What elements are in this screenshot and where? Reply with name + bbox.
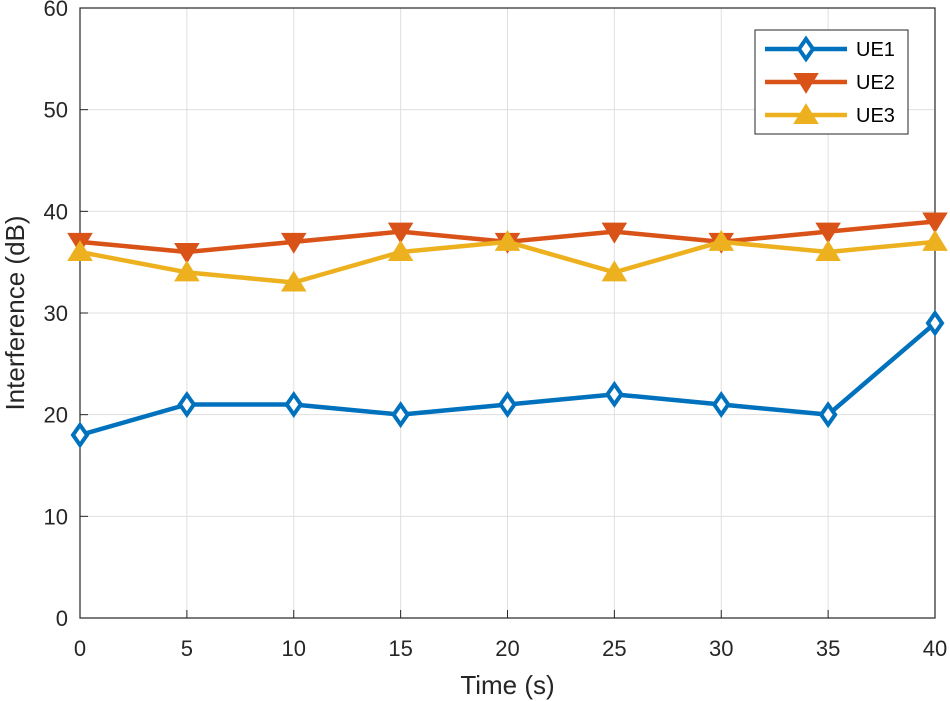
x-tick-label: 20 (495, 636, 519, 661)
y-tick-label: 0 (56, 606, 68, 631)
series-group (67, 212, 948, 449)
data-point-ue3 (280, 270, 307, 292)
y-tick-label: 50 (44, 98, 68, 123)
x-axis-title: Time (s) (460, 670, 554, 700)
data-point-ue1 (70, 421, 90, 449)
x-tick-label: 0 (74, 636, 86, 661)
data-point-ue2 (280, 232, 307, 254)
x-tick-label: 5 (181, 636, 193, 661)
x-tick-label: 15 (388, 636, 412, 661)
y-tick-label: 20 (44, 403, 68, 428)
legend-marker-ue1 (796, 35, 816, 63)
x-tick-label: 35 (816, 636, 840, 661)
legend-marker-ue2 (793, 73, 819, 94)
data-point-ue3 (601, 260, 628, 282)
data-point-ue1 (925, 309, 945, 337)
legend-label-ue2: UE2 (856, 72, 895, 94)
data-point-ue3 (387, 240, 414, 261)
x-tick-label: 10 (282, 636, 306, 661)
y-tick-label: 40 (44, 199, 68, 224)
x-tick-label: 40 (923, 636, 947, 661)
x-tick-label: 25 (602, 636, 626, 661)
data-point-ue3 (67, 240, 93, 261)
data-point-ue1 (604, 380, 624, 408)
y-axis-title: Interference (dB) (0, 215, 30, 410)
data-point-ue1 (391, 401, 411, 429)
data-point-ue3 (494, 229, 521, 251)
data-point-ue2 (601, 222, 628, 244)
data-point-ue3 (815, 240, 841, 261)
data-point-ue1 (284, 391, 304, 418)
data-point-ue1 (177, 391, 197, 418)
legend-label-ue1: UE1 (856, 39, 895, 61)
data-point-ue2 (922, 212, 948, 234)
y-tick-label: 60 (44, 0, 68, 21)
data-point-ue3 (922, 229, 948, 251)
y-tick-label: 10 (44, 504, 68, 529)
data-point-ue2 (815, 222, 841, 244)
data-point-ue1 (498, 391, 517, 418)
data-point-ue2 (387, 222, 414, 244)
data-point-ue3 (708, 229, 735, 251)
data-point-ue1 (818, 401, 838, 429)
series-ue3 (67, 229, 948, 292)
y-tick-label: 30 (44, 301, 68, 326)
legend-marker-ue3 (793, 103, 819, 124)
data-point-ue2 (174, 243, 200, 264)
axis-ticks: 0 5 10 15 20 25 30 35 40 0 10 20 30 40 50 60 (44, 0, 948, 661)
legend-label-ue3: UE3 (856, 105, 895, 127)
legend: UE1 UE2 UE3 (754, 29, 909, 135)
data-point-ue1 (711, 391, 731, 418)
grid-lines (80, 8, 935, 618)
x-tick-label: 30 (709, 636, 733, 661)
data-point-ue3 (174, 260, 200, 282)
series-ue1 (70, 309, 945, 449)
